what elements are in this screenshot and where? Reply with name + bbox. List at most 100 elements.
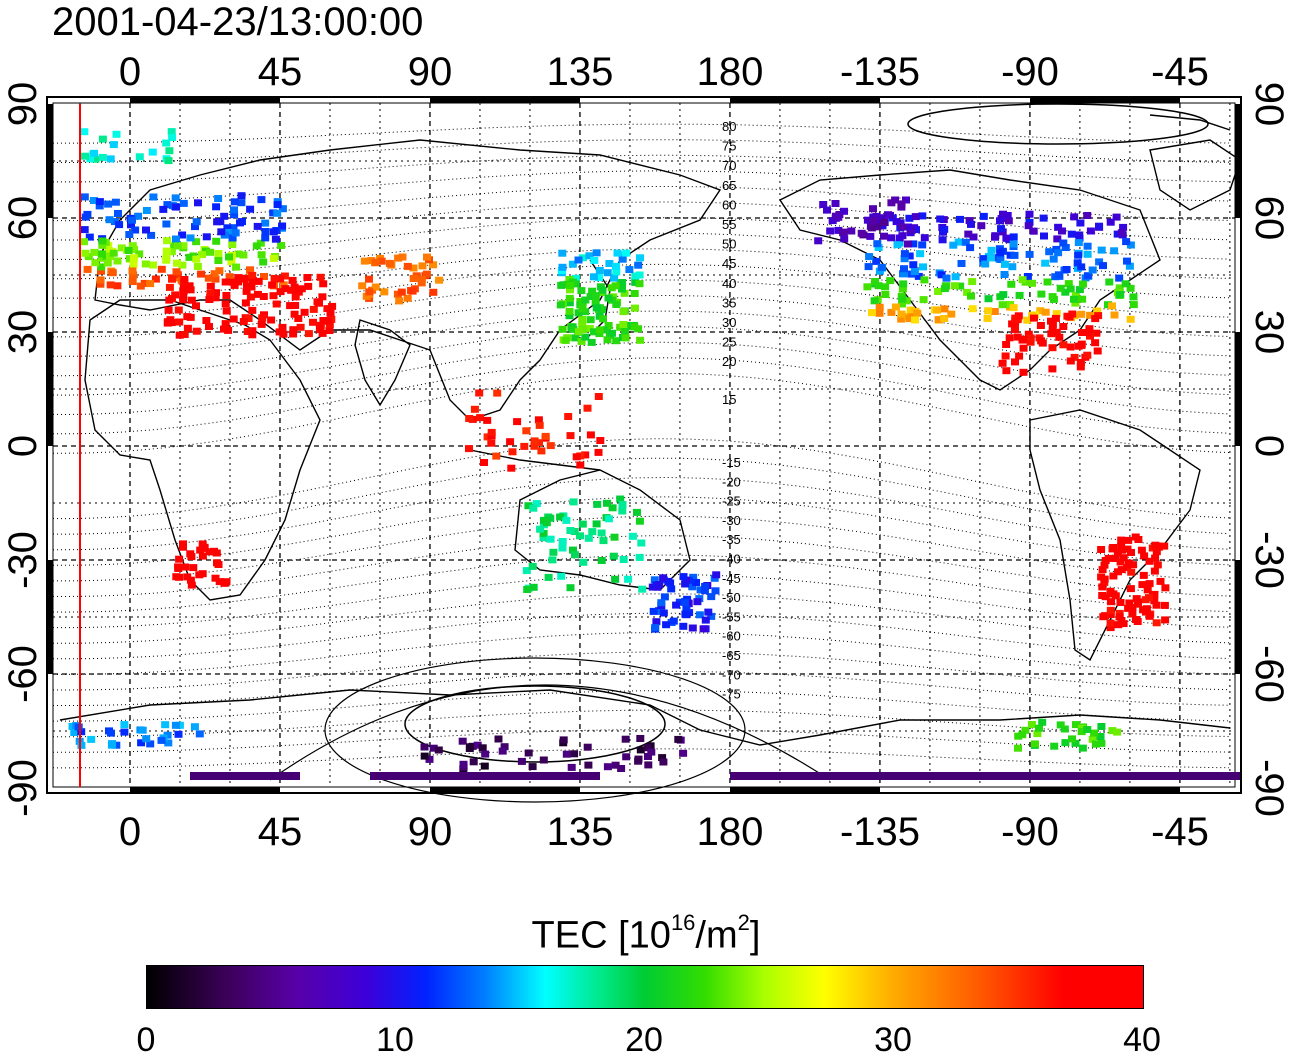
tec-point — [688, 624, 697, 632]
coastline — [778, 169, 1161, 391]
tec-point — [949, 241, 958, 249]
tec-point — [98, 135, 107, 143]
tec-point — [214, 257, 223, 264]
tec-point — [476, 414, 485, 422]
tec-point — [248, 327, 257, 335]
tec-point — [328, 302, 337, 310]
tec-point — [248, 331, 257, 339]
tec-point — [138, 726, 147, 734]
tec-point — [605, 260, 614, 267]
tec-point — [556, 513, 565, 521]
tec-point — [273, 209, 282, 217]
tec-point — [1076, 219, 1085, 227]
mag-contour — [52, 341, 1230, 416]
tec-point — [940, 315, 949, 322]
tec-point — [1051, 314, 1060, 322]
mag-contour — [53, 201, 1230, 241]
tec-point — [179, 242, 188, 250]
tec-point — [105, 216, 114, 224]
tec-point — [1145, 557, 1154, 565]
tec-point — [131, 226, 140, 234]
tec-point — [1047, 330, 1056, 338]
tec-point — [983, 314, 992, 322]
tec-map: 80 75 70 65 60 55 50 45 40 35 30 25 20 15 -15 -20 -25 -30… — [1, 50, 1291, 854]
tec-point — [933, 306, 942, 314]
tec-point — [541, 432, 550, 440]
tec-point — [1001, 352, 1010, 360]
tec-point — [905, 214, 914, 222]
tec-point — [246, 205, 255, 213]
x-tick-bottom: -45 — [1151, 810, 1209, 854]
coastline — [84, 299, 321, 601]
tec-point — [578, 520, 587, 528]
tec-point — [161, 721, 170, 729]
tec-point — [494, 735, 503, 743]
tec-point — [195, 730, 204, 738]
tec-point — [434, 746, 443, 754]
tec-point — [174, 730, 183, 738]
tec-point — [1013, 333, 1022, 341]
tec-point — [899, 280, 908, 288]
tec-point — [360, 257, 369, 265]
tec-point — [1045, 248, 1054, 256]
tec-point — [1067, 230, 1076, 238]
tec-point — [569, 546, 577, 554]
tec-point — [309, 318, 317, 326]
tec-point — [542, 519, 551, 527]
tec-point — [112, 130, 121, 138]
tec-point — [1126, 284, 1135, 292]
tec-point — [900, 255, 909, 263]
y-tick-left: 0 — [1, 435, 45, 457]
contour-label: -15 — [722, 455, 741, 470]
contour-label: 80 — [722, 119, 736, 134]
frame-scale-right-0 — [1235, 104, 1241, 218]
tec-point — [1030, 740, 1039, 748]
tec-point — [409, 264, 418, 272]
tec-point — [634, 755, 643, 763]
tec-point — [74, 723, 83, 731]
tec-point — [1091, 339, 1100, 347]
tec-point — [1124, 604, 1133, 612]
tec-point — [98, 237, 107, 245]
tec-point — [259, 258, 268, 266]
tec-point — [957, 260, 966, 267]
tec-point — [234, 274, 243, 282]
tec-point — [1049, 255, 1058, 263]
tec-point — [905, 315, 914, 323]
tec-point — [590, 328, 598, 336]
tec-point — [566, 286, 574, 294]
mag-contour — [53, 139, 1230, 163]
tec-point — [1114, 621, 1123, 629]
tec-point — [528, 763, 537, 771]
tec-point — [1118, 546, 1126, 554]
tec-point — [186, 313, 195, 321]
tec-point — [1099, 262, 1107, 270]
contour-label: 25 — [722, 335, 736, 350]
tec-point — [621, 735, 630, 743]
tec-point — [559, 736, 568, 744]
tec-point — [1071, 292, 1080, 299]
tec-point — [435, 276, 444, 284]
tec-point — [300, 308, 309, 316]
tec-point — [1037, 290, 1046, 298]
mag-contour — [52, 457, 1230, 535]
contour-label: -25 — [722, 494, 741, 509]
frame-scale-top-1 — [430, 97, 580, 103]
tec-point — [1037, 337, 1046, 345]
tec-point — [272, 300, 281, 308]
tec-point — [323, 305, 332, 313]
tec-point — [565, 299, 574, 307]
tec-point — [583, 404, 592, 412]
tec-point — [611, 575, 620, 583]
tec-point — [1059, 323, 1068, 330]
tec-point — [91, 259, 100, 267]
mag-pole-north-contour — [907, 103, 1209, 145]
tec-point — [1029, 227, 1038, 235]
tec-point — [1152, 619, 1161, 627]
tec-point — [1027, 721, 1036, 728]
tec-point — [611, 282, 620, 290]
tec-point — [232, 263, 241, 271]
tec-point — [179, 540, 187, 548]
mag-contour — [53, 123, 1230, 144]
tec-point — [1019, 344, 1028, 352]
